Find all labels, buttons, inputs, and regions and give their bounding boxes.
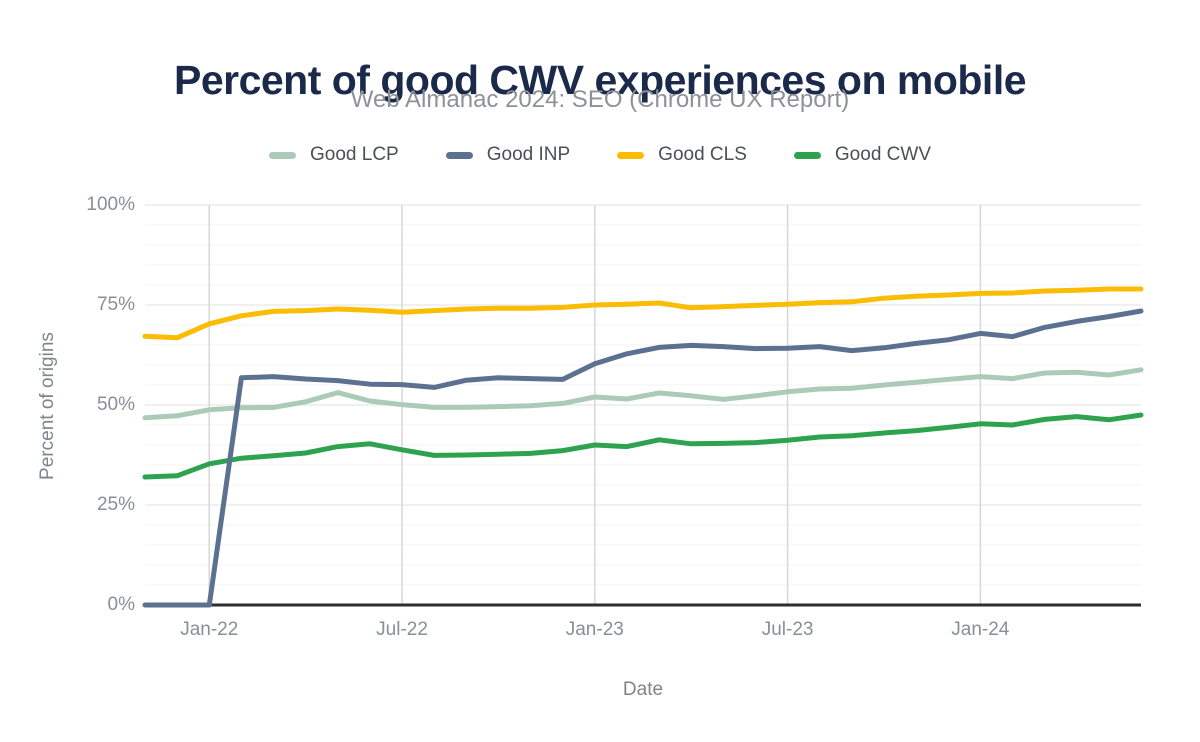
x-tick-label: Jul-23 bbox=[761, 619, 814, 640]
y-tick-label: 50% bbox=[96, 394, 135, 415]
x-tick-label: Jan-24 bbox=[951, 619, 1010, 640]
x-tick-label: Jan-23 bbox=[565, 619, 624, 640]
legend-item-good-inp: Good INP bbox=[445, 144, 571, 166]
legend-item-label: Good LCP bbox=[310, 144, 399, 165]
y-tick-label: 0% bbox=[107, 594, 135, 615]
legend-item-good-cls: Good CLS bbox=[617, 144, 747, 166]
series-good-cls-line bbox=[142, 286, 1144, 341]
x-tick-label: Jul-22 bbox=[376, 619, 428, 640]
legend-swatch-icon bbox=[793, 151, 821, 159]
chart-subtitle: Web Almanac 2024: SEO (Chrome UX Report) bbox=[350, 86, 850, 113]
series-good-cwv-line bbox=[142, 412, 1144, 480]
legend-item-good-cwv: Good CWV bbox=[793, 144, 931, 166]
legend: Good LCP Good INP Good CLS Good CWV bbox=[0, 144, 1200, 166]
series-good-inp-line bbox=[142, 308, 1144, 608]
legend-item-label: Good INP bbox=[486, 144, 571, 165]
legend-swatch-icon bbox=[617, 151, 645, 159]
legend-item-label: Good CLS bbox=[658, 144, 747, 165]
legend-item-label: Good CWV bbox=[834, 144, 931, 165]
legend-swatch-icon bbox=[269, 151, 296, 159]
y-tick-label: 75% bbox=[96, 294, 135, 315]
x-tick-label: Jan-22 bbox=[180, 619, 239, 640]
chart-title: Percent of good CWV experiences on mobil… bbox=[173, 57, 1027, 104]
x-axis-title: Date bbox=[622, 679, 664, 700]
legend-swatch-icon bbox=[445, 151, 473, 159]
y-tick-label: 25% bbox=[96, 494, 135, 515]
series-good-lcp-line bbox=[142, 367, 1144, 421]
legend-item-good-lcp: Good LCP bbox=[269, 144, 399, 166]
y-tick-label: 100% bbox=[86, 194, 135, 215]
